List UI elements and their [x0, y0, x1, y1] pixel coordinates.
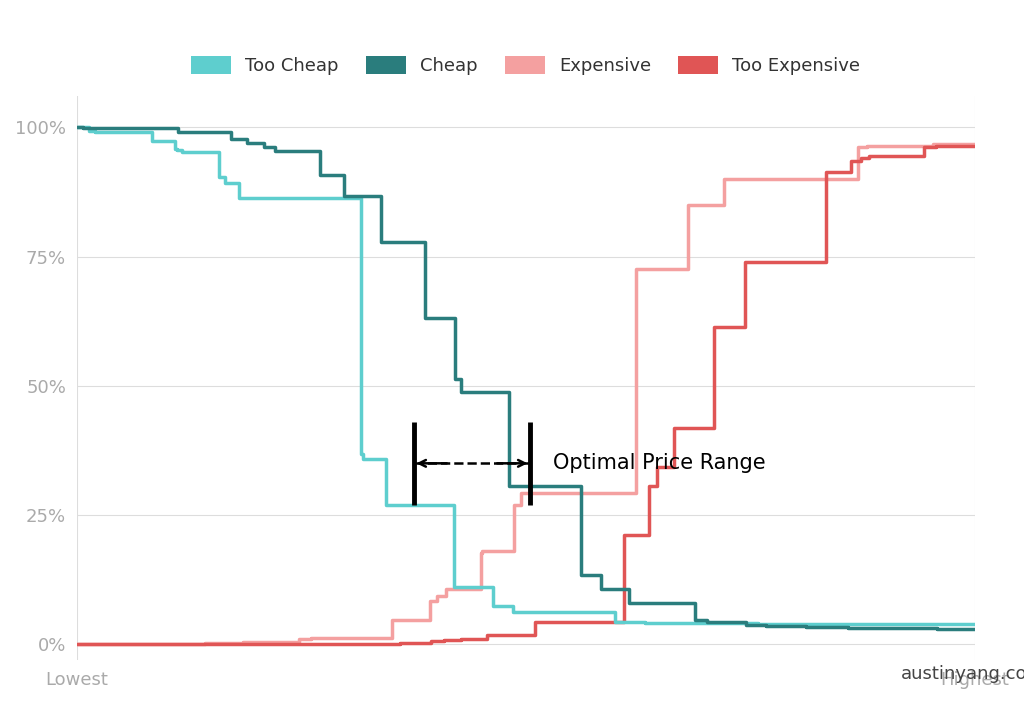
Legend: Too Cheap, Cheap, Expensive, Too Expensive: Too Cheap, Cheap, Expensive, Too Expensi…	[184, 49, 867, 82]
Text: Optimal Price Range: Optimal Price Range	[553, 454, 765, 474]
Text: austinyang.co: austinyang.co	[901, 665, 1024, 683]
